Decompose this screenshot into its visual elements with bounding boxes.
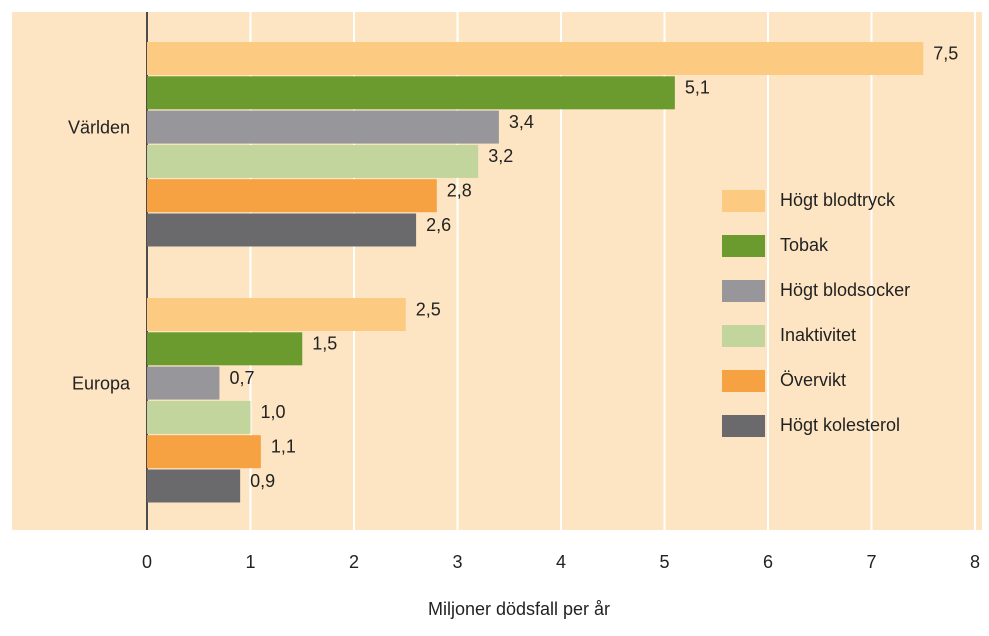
legend-swatch [722,235,765,257]
data-label: 2,6 [426,215,451,235]
data-label: 2,5 [416,299,441,319]
bar [147,469,241,503]
bar [147,110,499,144]
data-label: 0,7 [229,368,254,388]
bar [147,213,417,247]
bar [147,76,675,110]
x-tick-label: 7 [866,552,876,572]
data-label: 1,0 [261,402,286,422]
data-label: 1,1 [271,436,296,456]
legend-label: Inaktivitet [780,325,856,345]
legend-label: Högt blodtryck [780,190,896,210]
y-tick-label: Europa [72,374,131,394]
x-tick-label: 3 [452,552,462,572]
x-tick-label: 5 [659,552,669,572]
bar [147,435,261,469]
x-axis-label: Miljoner dödsfall per år [428,599,610,619]
bar [147,144,479,178]
bar [147,366,220,400]
legend-swatch [722,325,765,347]
bar [147,42,924,75]
legend-swatch [722,190,765,212]
data-label: 7,5 [933,43,958,63]
legend-label: Övervikt [780,370,846,390]
legend-label: Tobak [780,235,829,255]
bar [147,400,251,434]
x-tick-label: 1 [245,552,255,572]
bar [147,179,437,213]
data-label: 2,8 [447,180,472,200]
x-tick-label: 8 [970,552,980,572]
legend-swatch [722,280,765,302]
data-label: 1,5 [312,334,337,354]
legend-swatch [722,415,765,437]
x-tick-label: 6 [763,552,773,572]
x-tick-label: 2 [349,552,359,572]
data-label: 0,9 [250,471,275,491]
x-tick-label: 0 [142,552,152,572]
data-label: 5,1 [685,78,710,98]
legend-swatch [722,370,765,392]
y-tick-label: Världen [68,118,130,138]
legend-label: Högt blodsocker [780,280,910,300]
bar [147,332,303,366]
bar [147,298,406,331]
legend-label: Högt kolesterol [780,415,900,435]
data-label: 3,2 [488,146,513,166]
data-label: 3,4 [509,112,534,132]
x-tick-label: 4 [556,552,566,572]
